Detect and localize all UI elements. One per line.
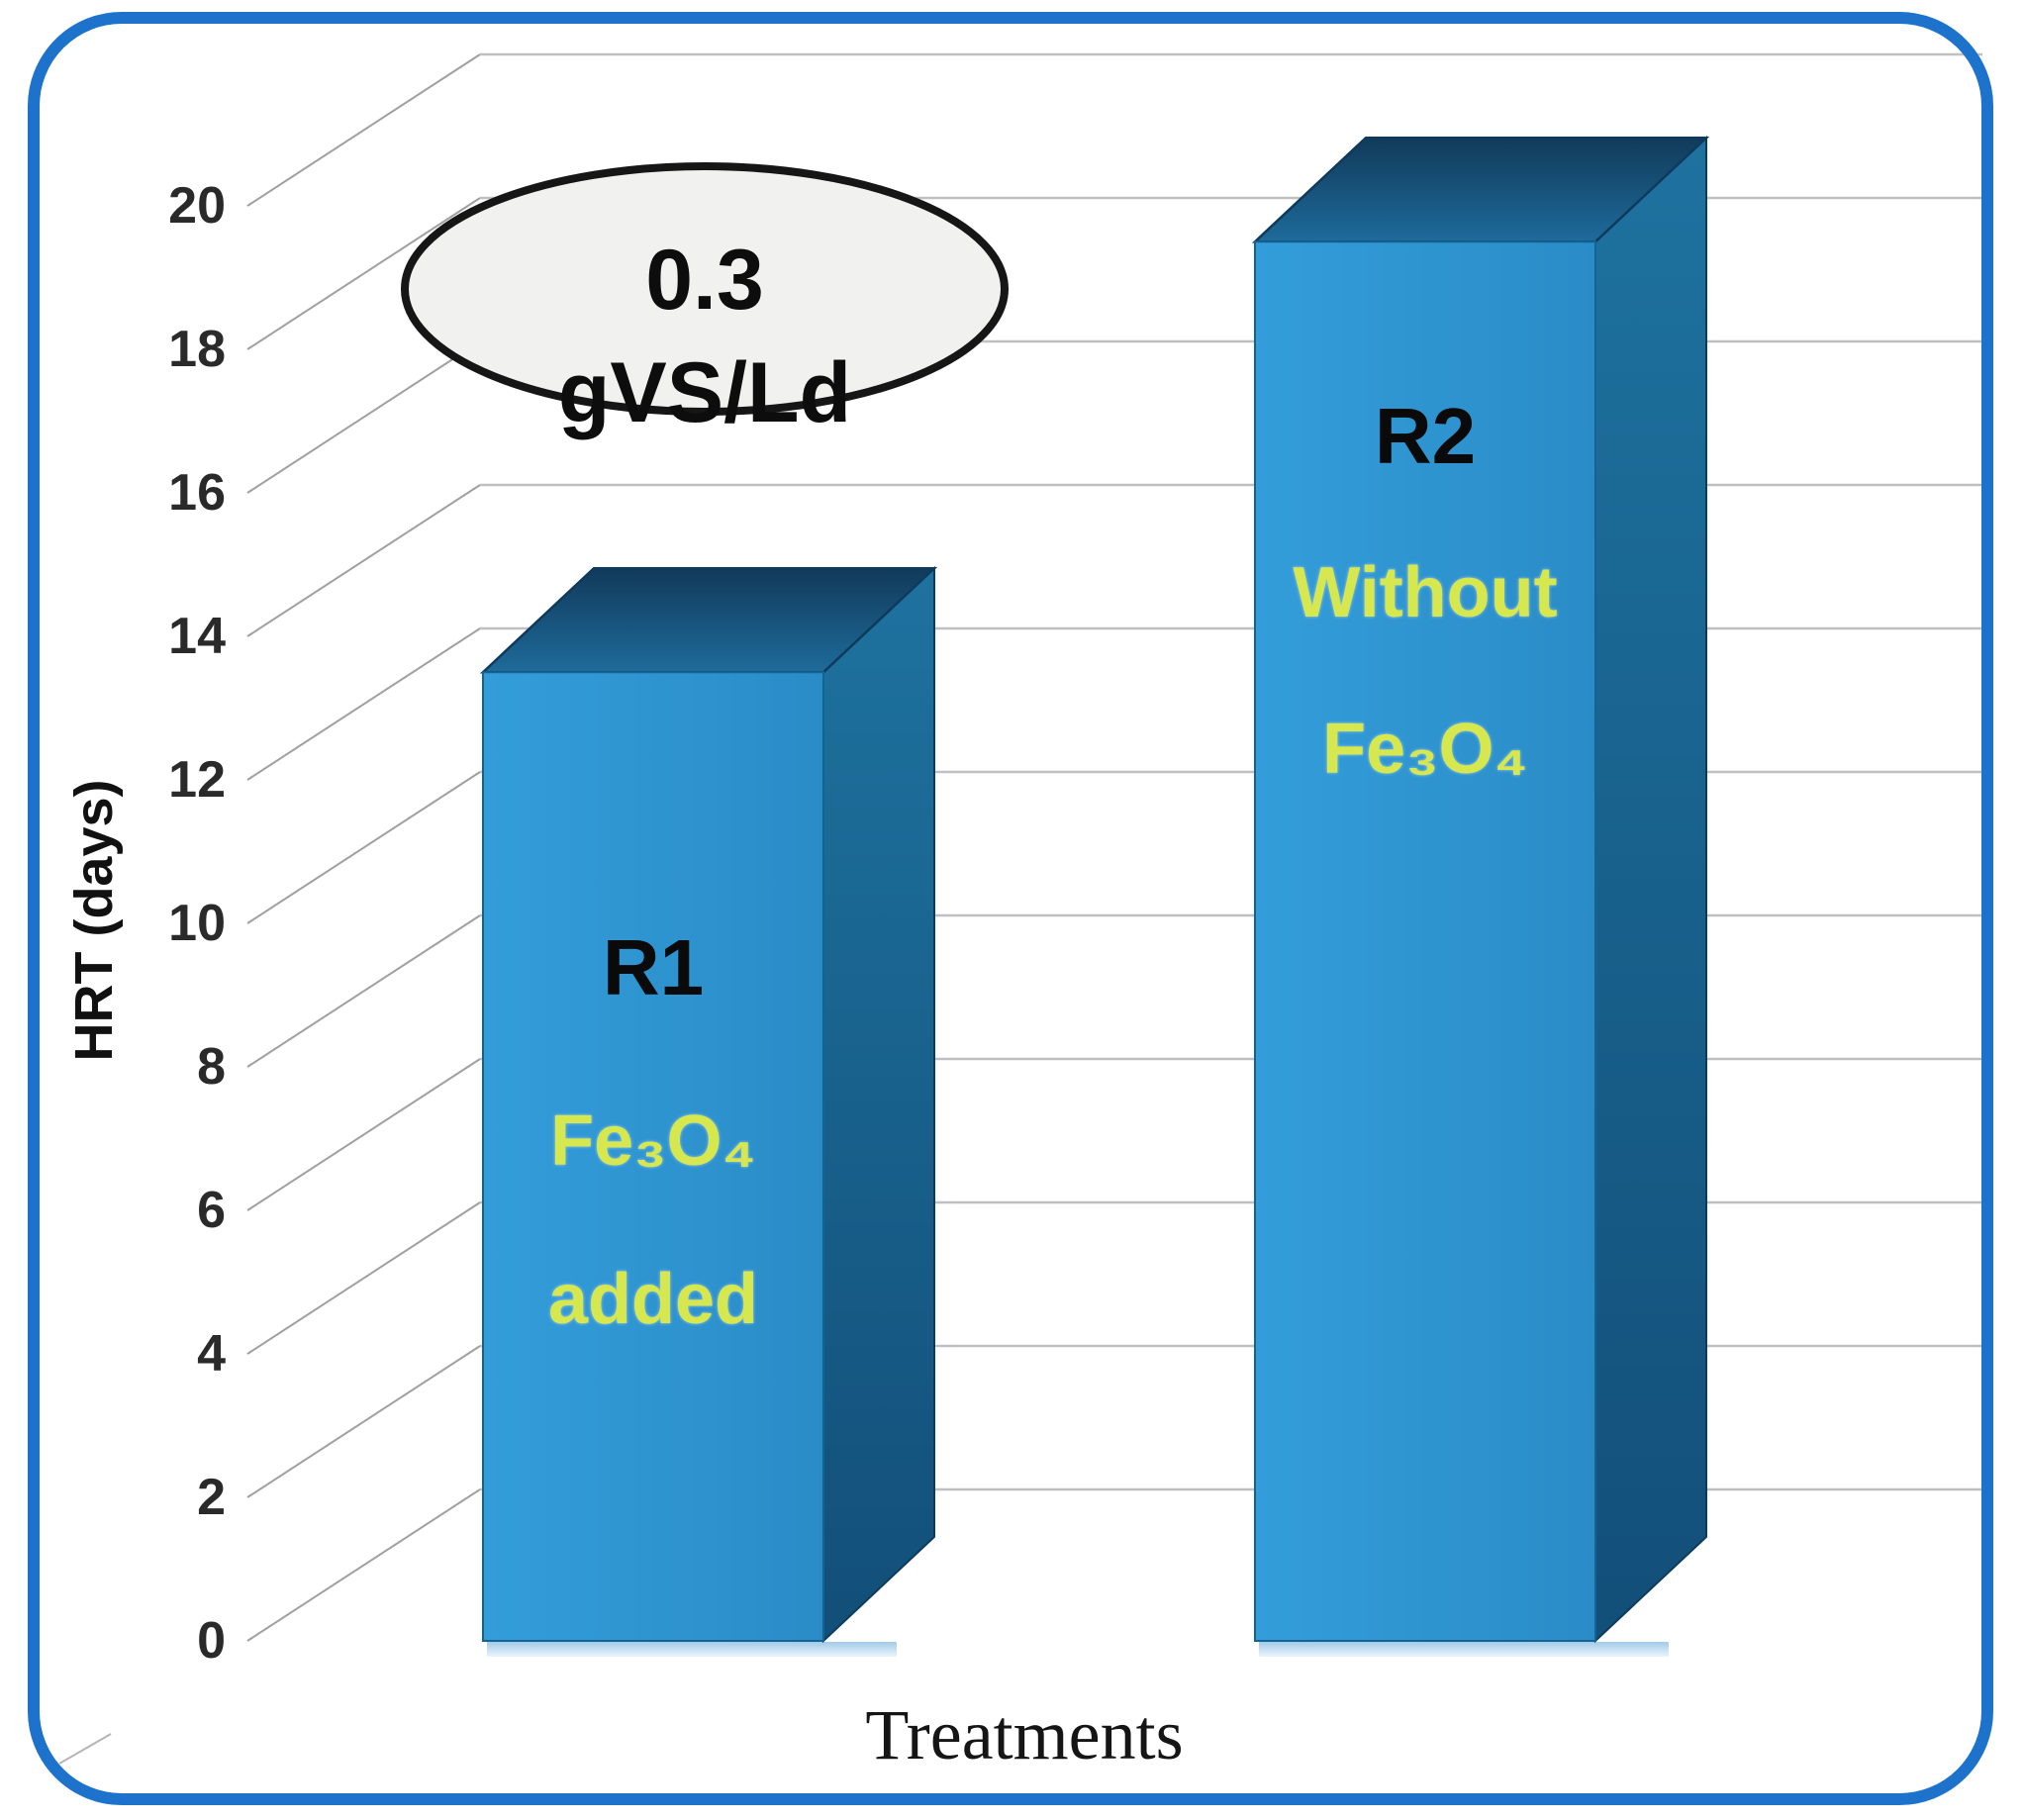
- y-tick-label: 14: [168, 608, 226, 665]
- bar-front-face: [1254, 240, 1596, 1642]
- bar-base-shadow: [1259, 1642, 1669, 1657]
- gridline-side-diagonal: [246, 340, 481, 494]
- gridline-side-diagonal: [246, 484, 481, 637]
- bars-layer: [479, 135, 1710, 1657]
- gridline-side-diagonal: [246, 1488, 481, 1642]
- y-tick-label: 16: [168, 464, 226, 522]
- annotation-olr-value: 0.3: [645, 233, 764, 328]
- bar-r1-sublabel-2: added: [547, 1260, 759, 1339]
- y-tick-label: 4: [197, 1325, 226, 1383]
- bar-front-face: [482, 671, 824, 1642]
- gridline-side-diagonal: [246, 771, 481, 924]
- bar-r1-sublabel-1: Fe₃O₄: [550, 1102, 756, 1181]
- gridline-side-diagonal: [246, 1345, 481, 1498]
- gridline-side-diagonal: [246, 914, 481, 1068]
- gridline-side-diagonal: [246, 1058, 481, 1211]
- gridline-side-diagonal: [246, 53, 481, 207]
- gridline-side-diagonal: [246, 627, 481, 781]
- y-tick-label: 18: [168, 321, 226, 378]
- y-tick-label: 6: [197, 1182, 226, 1239]
- y-tick-label: 12: [168, 751, 226, 809]
- annotation-olr-unit: gVS/Ld: [557, 345, 852, 440]
- x-axis-title: Treatments: [865, 1695, 1184, 1774]
- bar-base-shadow: [487, 1642, 897, 1657]
- y-tick-label: 8: [197, 1038, 226, 1096]
- bar-r2-sublabel-2: Fe₃O₄: [1322, 710, 1528, 789]
- y-tick-label: 2: [197, 1469, 226, 1526]
- bar-r2-sublabel-1: Without: [1293, 553, 1558, 632]
- figure-border: [28, 12, 1993, 1805]
- y-tick-label: 10: [168, 895, 226, 952]
- y-tick-label: 20: [168, 177, 226, 235]
- gridline-side-diagonal: [246, 197, 481, 350]
- bar-r2-label: R2: [1374, 392, 1477, 480]
- y-tick-label: 0: [197, 1612, 226, 1670]
- bar-r1-label: R1: [602, 923, 705, 1011]
- annotation-oval: [401, 162, 1009, 416]
- gridline-side-diagonal: [246, 1201, 481, 1355]
